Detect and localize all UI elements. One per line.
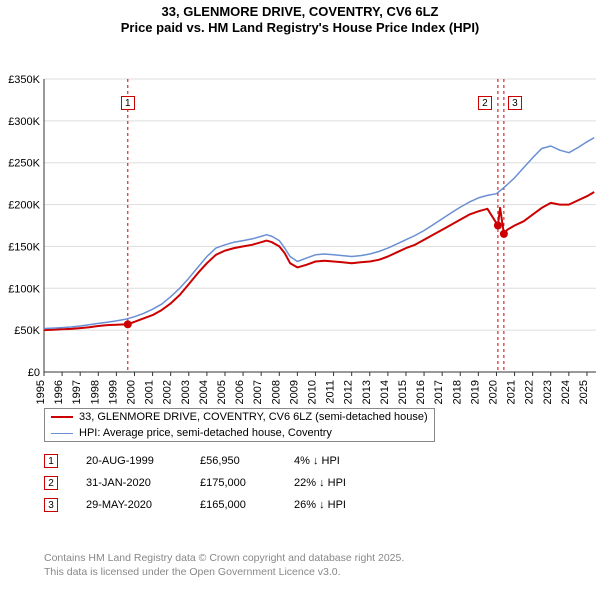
transaction-diff: 4% ↓ HPI	[294, 455, 384, 467]
transaction-diff: 26% ↓ HPI	[294, 499, 384, 511]
title-line-2: Price paid vs. HM Land Registry's House …	[0, 20, 600, 36]
svg-text:1996: 1996	[53, 380, 65, 404]
svg-text:1998: 1998	[89, 380, 101, 404]
transaction-price: £165,000	[200, 499, 270, 511]
transactions-table: 1 20-AUG-1999 £56,950 4% ↓ HPI 2 31-JAN-2020 £…	[44, 450, 384, 516]
transaction-diff: 22% ↓ HPI	[294, 477, 384, 489]
transaction-date: 29-MAY-2020	[86, 499, 176, 511]
transaction-marker-1: 1	[44, 454, 58, 468]
footer-attribution: Contains HM Land Registry data © Crown c…	[44, 552, 404, 579]
legend-swatch	[51, 416, 73, 418]
svg-text:2023: 2023	[542, 380, 554, 404]
svg-text:£250K: £250K	[8, 157, 40, 169]
svg-text:1995: 1995	[35, 380, 47, 404]
svg-text:2003: 2003	[180, 380, 192, 404]
svg-text:£100K: £100K	[8, 283, 40, 295]
svg-text:2020: 2020	[487, 379, 499, 403]
price-chart: £0 £50K £100K £150K £200K £250K £300K £350K 1995…	[0, 37, 600, 407]
legend-swatch	[51, 433, 73, 434]
footer-line-2: This data is licensed under the Open Gov…	[44, 566, 404, 580]
svg-text:£150K: £150K	[8, 241, 40, 253]
svg-text:2007: 2007	[252, 380, 264, 404]
svg-text:2018: 2018	[451, 380, 463, 404]
svg-text:2005: 2005	[216, 380, 228, 404]
chart-marker-3: 3	[508, 96, 522, 110]
transaction-row: 1 20-AUG-1999 £56,950 4% ↓ HPI	[44, 450, 384, 472]
legend-item: 33, GLENMORE DRIVE, COVENTRY, CV6 6LZ (s…	[45, 409, 434, 425]
title-line-1: 33, GLENMORE DRIVE, COVENTRY, CV6 6LZ	[0, 4, 600, 20]
svg-text:2011: 2011	[325, 380, 337, 404]
svg-text:2024: 2024	[560, 380, 572, 404]
svg-text:2010: 2010	[306, 380, 318, 404]
svg-text:2025: 2025	[578, 380, 590, 404]
transaction-date: 31-JAN-2020	[86, 477, 176, 489]
chart-title-block: 33, GLENMORE DRIVE, COVENTRY, CV6 6LZ Pr…	[0, 0, 600, 37]
transaction-marker-3: 3	[44, 498, 58, 512]
transaction-row: 3 29-MAY-2020 £165,000 26% ↓ HPI	[44, 494, 384, 516]
chart-marker-2: 2	[478, 96, 492, 110]
legend-label: 33, GLENMORE DRIVE, COVENTRY, CV6 6LZ (s…	[79, 411, 428, 423]
svg-text:2012: 2012	[343, 380, 355, 404]
svg-text:2016: 2016	[415, 380, 427, 404]
legend-item: HPI: Average price, semi-detached house,…	[45, 425, 434, 441]
svg-text:£0: £0	[28, 367, 40, 379]
svg-text:£300K: £300K	[8, 115, 40, 127]
chart-marker-1: 1	[121, 96, 135, 110]
svg-text:1997: 1997	[71, 380, 83, 404]
transaction-price: £56,950	[200, 455, 270, 467]
transaction-price: £175,000	[200, 477, 270, 489]
svg-text:2008: 2008	[270, 380, 282, 404]
svg-text:£350K: £350K	[8, 74, 40, 86]
svg-text:2006: 2006	[234, 380, 246, 404]
svg-text:2000: 2000	[125, 380, 137, 404]
svg-text:2004: 2004	[198, 380, 210, 404]
svg-text:£50K: £50K	[14, 325, 40, 337]
svg-text:2013: 2013	[361, 380, 373, 404]
svg-text:2019: 2019	[469, 380, 481, 404]
svg-text:2017: 2017	[433, 380, 445, 404]
svg-text:2009: 2009	[288, 380, 300, 404]
svg-text:£200K: £200K	[8, 199, 40, 211]
transaction-marker-2: 2	[44, 476, 58, 490]
svg-text:2002: 2002	[162, 380, 174, 404]
legend-box: 33, GLENMORE DRIVE, COVENTRY, CV6 6LZ (s…	[44, 408, 435, 442]
footer-line-1: Contains HM Land Registry data © Crown c…	[44, 552, 404, 566]
transaction-date: 20-AUG-1999	[86, 455, 176, 467]
svg-text:2001: 2001	[144, 380, 156, 404]
svg-text:1999: 1999	[107, 380, 119, 404]
svg-text:2015: 2015	[397, 380, 409, 404]
transaction-row: 2 31-JAN-2020 £175,000 22% ↓ HPI	[44, 472, 384, 494]
legend-label: HPI: Average price, semi-detached house,…	[79, 427, 332, 439]
svg-text:2021: 2021	[506, 380, 518, 404]
svg-text:2022: 2022	[524, 380, 536, 404]
svg-text:2014: 2014	[379, 380, 391, 404]
